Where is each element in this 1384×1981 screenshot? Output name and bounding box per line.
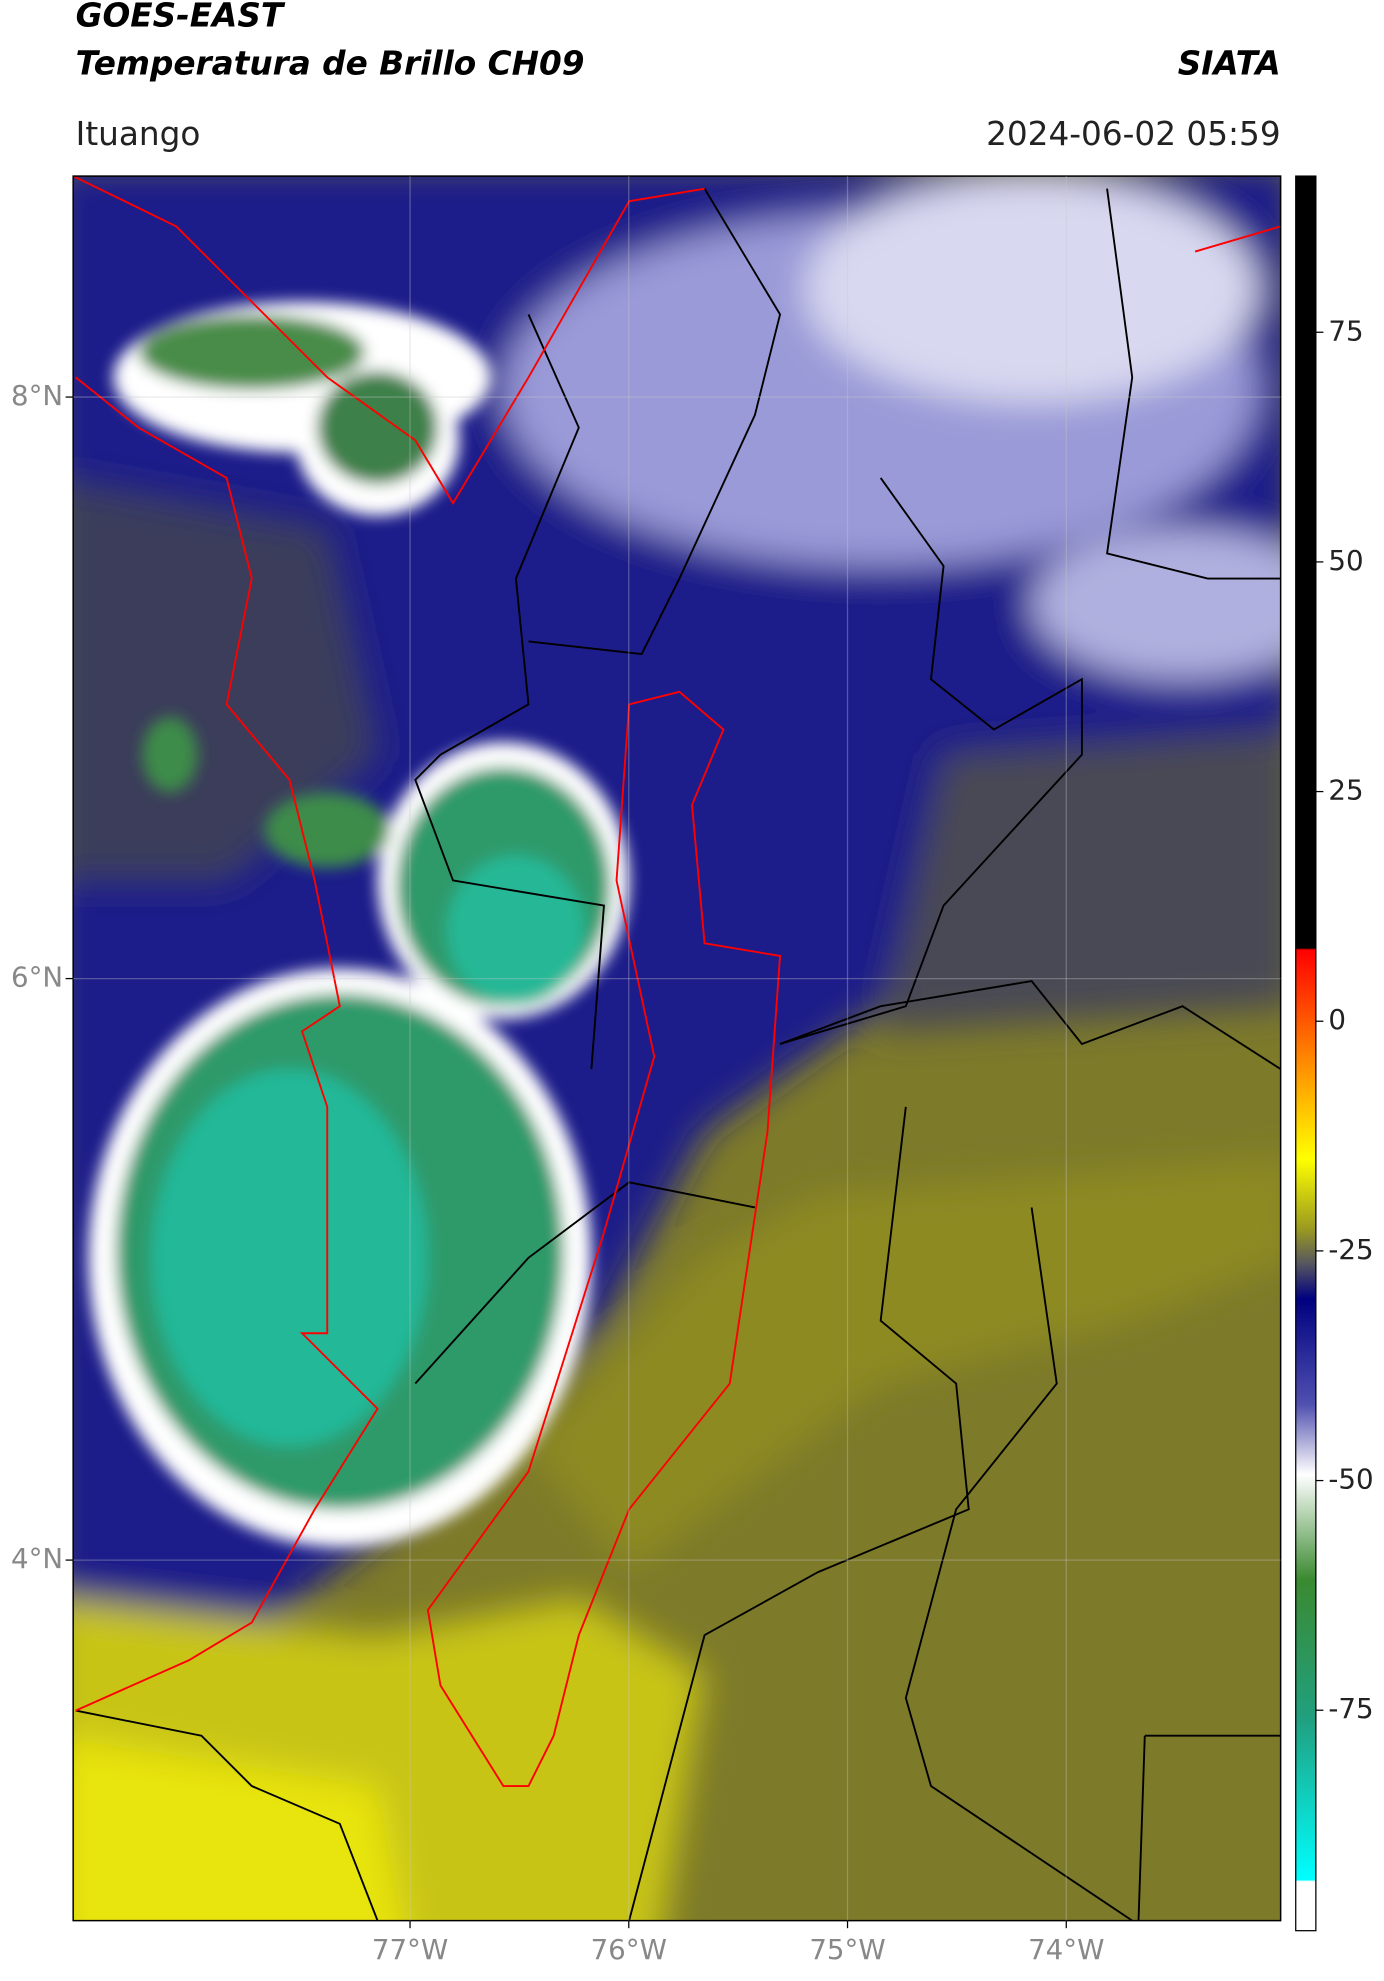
location: Ituango [76,115,201,153]
colorbar-tick-label: 50 [1328,544,1363,577]
y-tick-label: 8°N [11,379,63,412]
colorbar-tick-label: 75 [1328,314,1363,347]
colorbar-tick-label: -25 [1328,1233,1373,1266]
colorbar-tick-label: -50 [1328,1463,1373,1496]
datetime: 2024-06-02 05:59 [986,115,1281,153]
colorbar [1295,175,1317,1932]
x-tick-label: 75°W [809,1933,885,1966]
x-tick-label: 76°W [591,1933,667,1966]
satellite-image [73,176,1281,1921]
subtitle: Temperatura de Brillo CH09 [76,44,585,82]
y-tick-label: 4°N [11,1542,63,1575]
x-tick-label: 74°W [1028,1933,1104,1966]
colorbar-tick-label: -75 [1328,1692,1373,1725]
title: GOES-EAST [76,0,286,35]
y-tick-label: 6°N [11,961,63,994]
colorbar-tick-label: 0 [1328,1003,1346,1036]
map-frame [72,175,1282,1922]
x-tick-label: 77°W [372,1933,448,1966]
colorbar-tick-label: 25 [1328,774,1363,807]
source: SIATA [1178,44,1281,82]
